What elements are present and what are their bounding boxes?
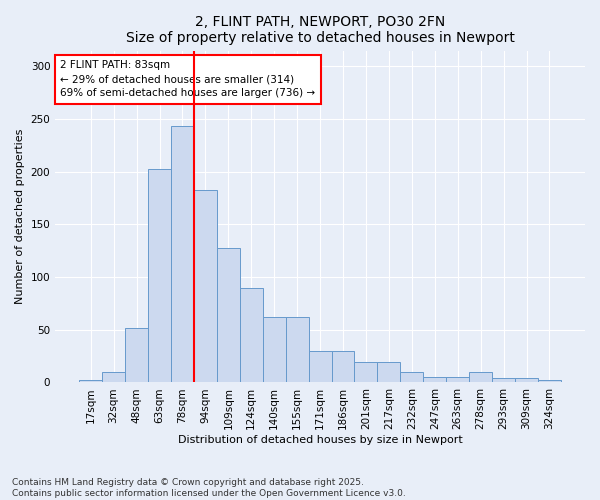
Text: 2 FLINT PATH: 83sqm
← 29% of detached houses are smaller (314)
69% of semi-detac: 2 FLINT PATH: 83sqm ← 29% of detached ho… (61, 60, 316, 98)
X-axis label: Distribution of detached houses by size in Newport: Distribution of detached houses by size … (178, 435, 463, 445)
Bar (538, 380, 561, 382)
Bar (286, 317, 308, 382)
Bar (332, 351, 355, 382)
Bar (492, 378, 515, 382)
Text: Contains HM Land Registry data © Crown copyright and database right 2025.
Contai: Contains HM Land Registry data © Crown c… (12, 478, 406, 498)
Bar (446, 377, 469, 382)
Bar (148, 168, 171, 382)
Bar (515, 378, 538, 382)
Bar (194, 190, 217, 382)
Bar (79, 380, 102, 382)
Title: 2, FLINT PATH, NEWPORT, PO30 2FN
Size of property relative to detached houses in: 2, FLINT PATH, NEWPORT, PO30 2FN Size of… (125, 15, 515, 45)
Bar (355, 362, 377, 382)
Bar (308, 351, 332, 382)
Bar (240, 288, 263, 382)
Bar (125, 328, 148, 382)
Bar (217, 248, 240, 382)
Bar (423, 377, 446, 382)
Bar (469, 372, 492, 382)
Bar (263, 317, 286, 382)
Bar (400, 372, 423, 382)
Y-axis label: Number of detached properties: Number of detached properties (15, 129, 25, 304)
Bar (102, 372, 125, 382)
Bar (171, 126, 194, 382)
Bar (377, 362, 400, 382)
